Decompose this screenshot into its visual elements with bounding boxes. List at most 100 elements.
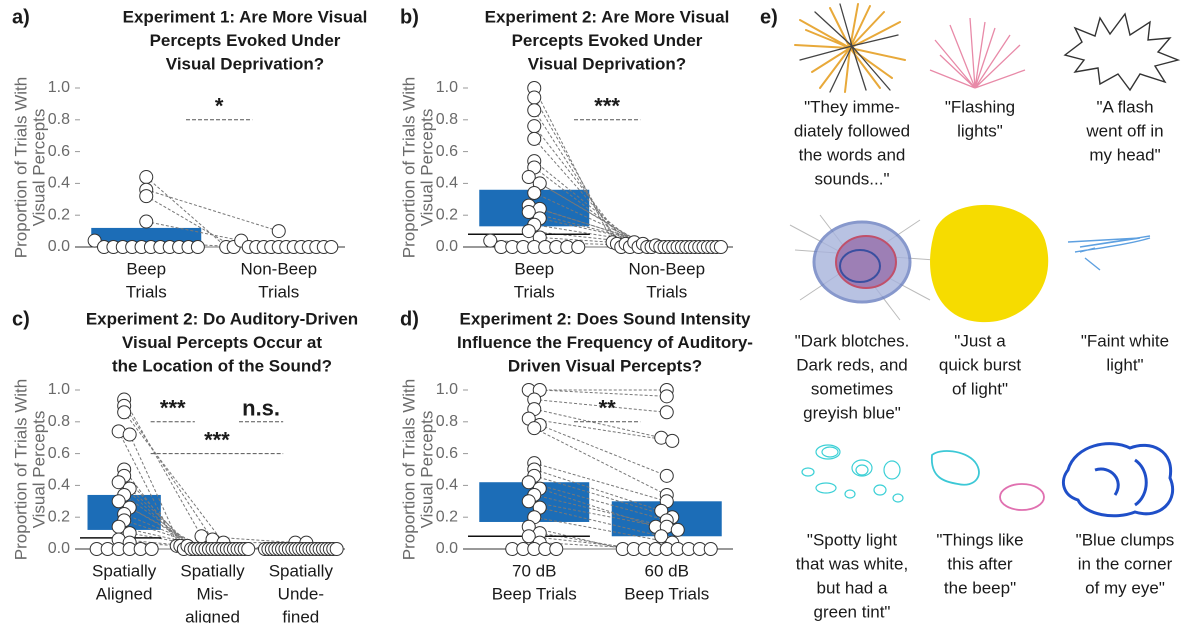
x-tick-label: Spatially (269, 561, 334, 580)
chart-title: Experiment 2: Are More Visual (485, 7, 730, 26)
panel-label: d) (400, 308, 419, 330)
quote: went off in (1085, 121, 1163, 140)
quote: "Blue clumps (1076, 530, 1175, 549)
y-axis-label: Proportion of Trials With (399, 77, 418, 258)
quote: green tint" (814, 602, 891, 621)
participant-point (483, 233, 498, 248)
x-tick-label: Trials (514, 282, 555, 301)
pair-line (533, 138, 631, 248)
drawing-spiky (1063, 12, 1181, 92)
x-tick-label: Unde- (278, 584, 324, 603)
chart-title: Experiment 2: Do Auditory-Driven (86, 309, 358, 328)
chart-title: Experiment 1: Are More Visual (123, 7, 368, 26)
chart-title: Visual Percepts Occur at (122, 333, 322, 352)
y-tick-label: 0.0 (48, 238, 70, 255)
participant-point (521, 494, 536, 509)
x-tick-label: Mis- (196, 584, 228, 603)
y-tick-label: 0.0 (48, 540, 70, 557)
participant-point (271, 224, 286, 239)
quote: Dark reds, and (796, 355, 908, 374)
y-tick-label: 0.8 (48, 111, 70, 128)
x-tick-label: Aligned (96, 584, 153, 603)
quote: that was white, (796, 554, 908, 573)
significance-label: *** (160, 396, 186, 421)
pair-line (534, 408, 662, 439)
quote: "They imme- (804, 97, 900, 116)
x-tick-label: Spatially (92, 561, 157, 580)
participant-point (527, 131, 542, 146)
quote: quick burst (939, 355, 1021, 374)
y-tick-label: 0.8 (436, 413, 458, 430)
y-tick-label: 0.6 (436, 445, 458, 462)
y-tick-label: 0.4 (48, 477, 70, 494)
pair-line (534, 494, 667, 528)
x-tick-label: fined (282, 607, 319, 623)
participant-point (111, 494, 126, 509)
x-tick-label: Trials (126, 282, 167, 301)
x-tick-label: Beep (514, 259, 554, 278)
drawing-blotch (789, 214, 936, 321)
y-axis-label: Proportion of Trials With (11, 77, 30, 258)
quote: of my eye" (1085, 578, 1165, 597)
pair-line (539, 389, 667, 397)
x-tick-label: Beep (126, 259, 166, 278)
participant-point (122, 427, 137, 442)
quote: "Faint white (1081, 331, 1169, 350)
quote: sometimes (811, 379, 893, 398)
pair-line (539, 424, 667, 477)
y-tick-label: 1.0 (48, 79, 70, 96)
drawing-burst (794, 3, 906, 93)
significance-label: ** (599, 396, 617, 421)
y-tick-label: 0.2 (436, 508, 458, 525)
y-tick-label: 1.0 (48, 381, 70, 398)
participant-point (139, 189, 154, 204)
quote: diately followed (794, 121, 910, 140)
participant-point (654, 529, 669, 544)
quote: greyish blue" (803, 403, 901, 422)
x-tick-label: Non-Beep (628, 259, 705, 278)
participant-point (670, 522, 685, 537)
y-axis-label: Proportion of Trials With (11, 379, 30, 560)
y-tick-label: 0.8 (436, 111, 458, 128)
y-tick-label: 0.6 (436, 143, 458, 160)
pair-line (123, 469, 185, 550)
participant-point (659, 389, 674, 404)
panel-label: e) (760, 6, 778, 28)
chart-title: Percepts Evoked Under (150, 31, 341, 50)
participant-point (665, 433, 680, 448)
chart-title: Visual Deprivation? (528, 54, 686, 73)
quote: "Just a (954, 331, 1006, 350)
y-tick-label: 0.0 (436, 540, 458, 557)
x-tick-label: Beep Trials (492, 584, 577, 603)
chart-title: the Location of the Sound? (112, 356, 332, 375)
quote: my head" (1089, 145, 1160, 164)
drawing-yellow (930, 204, 1049, 323)
quote: the beep" (944, 578, 1016, 597)
panel-label: a) (12, 6, 30, 28)
pair-line (534, 462, 667, 502)
participant-point (659, 468, 674, 483)
quote: but had a (817, 578, 888, 597)
y-axis-label: Visual Percepts (29, 411, 48, 529)
participant-point (329, 542, 344, 556)
panel-label: c) (12, 308, 30, 330)
chart-title: Visual Deprivation? (166, 54, 324, 73)
participant-point (521, 205, 536, 220)
y-tick-label: 0.6 (48, 143, 70, 160)
pair-line (534, 516, 673, 544)
pair-line (528, 418, 673, 442)
quote: "Things like (936, 530, 1023, 549)
panel-label: b) (400, 6, 419, 28)
participant-point (324, 240, 339, 254)
significance-label: * (215, 94, 224, 119)
participant-point (139, 214, 154, 229)
x-tick-label: aligned (185, 607, 240, 623)
y-axis-label: Proportion of Trials With (399, 379, 418, 560)
chart-title: Influence the Frequency of Auditory- (457, 333, 753, 352)
participant-point (111, 475, 126, 490)
pair-line (533, 87, 614, 243)
pair-line (539, 182, 648, 248)
pair-line (123, 399, 202, 537)
y-tick-label: 1.0 (436, 79, 458, 96)
y-tick-label: 0.2 (48, 206, 70, 223)
